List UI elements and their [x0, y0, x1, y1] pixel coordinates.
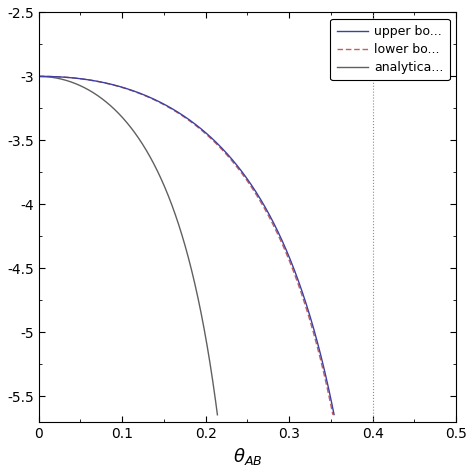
upper bo... [277, 234, 283, 239]
lower bo... [160, 101, 166, 107]
analytica... [36, 73, 41, 79]
upper bo... [184, 115, 190, 121]
lower bo... [265, 212, 271, 218]
upper bo... [156, 99, 162, 105]
lower bo... [321, 373, 327, 378]
analytica... [99, 96, 104, 101]
analytica... [62, 77, 67, 82]
analytica... [116, 111, 122, 117]
analytica... [63, 77, 68, 83]
lower bo... [302, 302, 308, 308]
lower bo... [300, 294, 306, 300]
Legend: upper bo..., lower bo..., analytica...: upper bo..., lower bo..., analytica... [330, 18, 450, 80]
upper bo... [167, 105, 173, 110]
Line: lower bo...: lower bo... [38, 76, 333, 415]
upper bo... [317, 346, 322, 352]
X-axis label: $\theta_{AB}$: $\theta_{AB}$ [233, 446, 262, 467]
Line: analytica...: analytica... [38, 76, 218, 415]
analytica... [215, 412, 220, 418]
upper bo... [331, 412, 337, 418]
lower bo... [36, 73, 41, 79]
Line: upper bo...: upper bo... [38, 76, 334, 415]
lower bo... [330, 412, 336, 418]
lower bo... [273, 227, 278, 232]
upper bo... [36, 73, 41, 79]
analytica... [64, 78, 70, 83]
analytica... [167, 197, 173, 202]
upper bo... [195, 123, 201, 129]
